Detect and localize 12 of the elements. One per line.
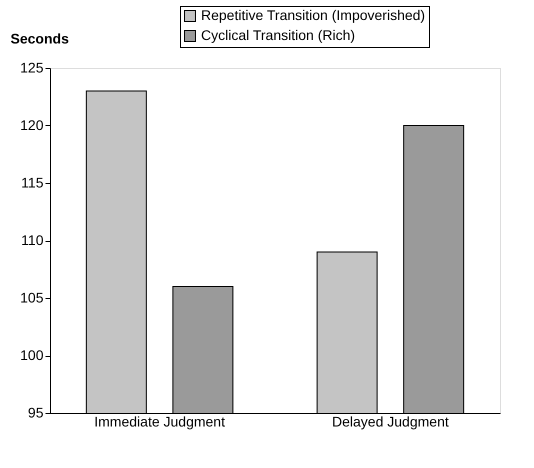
legend-label: Cyclical Transition (Rich)	[201, 27, 356, 43]
x-tick-label: Immediate Judgment	[94, 414, 226, 430]
y-tick-label: 125	[20, 60, 44, 76]
y-tick-label: 95	[28, 404, 44, 420]
y-tick-label: 100	[20, 347, 44, 363]
y-tick-label: 115	[21, 174, 44, 190]
y-tick-label: 110	[21, 232, 44, 248]
legend-label: Repetitive Transition (Impoverished)	[201, 7, 426, 23]
y-axis-title: Seconds	[10, 30, 70, 46]
y-tick-label: 120	[20, 117, 44, 133]
y-tick-label: 105	[20, 290, 44, 306]
x-tick-label: Delayed Judgment	[332, 414, 449, 430]
